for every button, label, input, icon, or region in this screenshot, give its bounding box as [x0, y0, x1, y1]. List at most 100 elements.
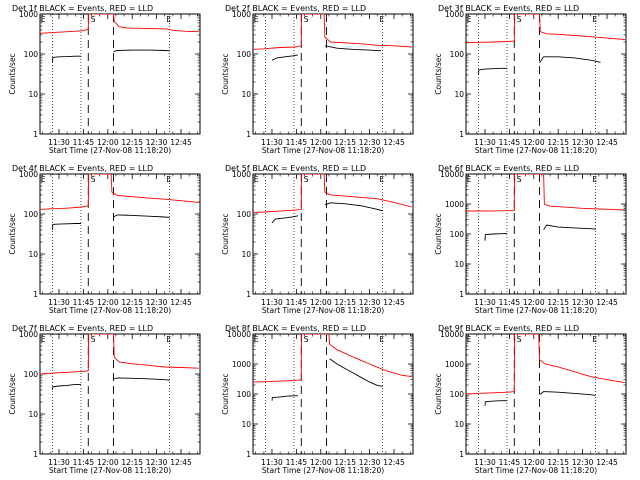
events-series-line-seg1 [113, 377, 170, 381]
plot-frame [252, 173, 414, 295]
y-tick-label: 10 [241, 250, 251, 259]
y-tick-label: 10 [241, 420, 251, 429]
y-tick-label: 100 [450, 390, 465, 399]
x-tick-label: 12:45 [383, 458, 405, 467]
y-tick-label: 10000 [227, 330, 251, 339]
x-tick-label: 12:00 [523, 298, 545, 307]
marker-S: S [304, 335, 309, 344]
y-tick-label: 10000 [440, 170, 464, 179]
marker-E-right: E [166, 335, 171, 344]
lld-series-line [40, 334, 199, 375]
x-axis-label: Start Time (27-Nov-08 11:18:20) [262, 306, 384, 315]
panel-det-6f: Det 6f BLACK = Events, RED = LLD 1 10 100 10… [434, 164, 627, 315]
marker-E-right: E [379, 335, 384, 344]
marker-E-right: E [166, 15, 171, 24]
y-tick-label: 1000 [232, 170, 251, 179]
y-axis-label: Counts/sec [434, 213, 443, 254]
y-tick-label: 1000 [445, 200, 464, 209]
y-axis-label: Counts/sec [8, 213, 17, 254]
x-tick-label: 12:45 [170, 458, 192, 467]
marker-E-right: E [166, 175, 171, 184]
y-tick-label: 1 [459, 450, 464, 459]
events-series-line-seg0 [484, 400, 507, 406]
events-series-line-seg0 [271, 54, 299, 61]
y-tick-label: 10 [454, 260, 464, 269]
y-tick-label: 100 [24, 50, 39, 59]
x-tick-label: 12:30 [572, 458, 594, 467]
panel-title: Det 3f BLACK = Events, RED = LLD [438, 4, 579, 13]
x-axis-label: Start Time (27-Nov-08 11:18:20) [475, 306, 597, 315]
y-tick-label: 10 [454, 420, 464, 429]
lld-series-line [253, 14, 412, 50]
x-tick-label: 12:00 [523, 138, 545, 147]
y-axis-label: Counts/sec [221, 53, 230, 94]
y-tick-label: 100 [450, 230, 465, 239]
events-series-line-seg0 [52, 383, 81, 390]
panel-title: Det 9f BLACK = Events, RED = LLD [438, 324, 579, 333]
x-tick-label: 12:15 [547, 298, 569, 307]
plot-frame [39, 13, 201, 135]
x-axis-label: Start Time (27-Nov-08 11:18:20) [49, 146, 171, 155]
y-tick-label: 10 [28, 410, 38, 419]
x-tick-label: 12:45 [383, 138, 405, 147]
y-tick-label: 100 [237, 50, 252, 59]
panel-title: Det 5f BLACK = Events, RED = LLD [225, 164, 366, 173]
x-tick-label: 12:15 [334, 458, 356, 467]
x-tick-label: 12:00 [523, 458, 545, 467]
x-tick-label: 11:45 [499, 298, 521, 307]
y-tick-label: 10 [454, 90, 464, 99]
lld-series-line [40, 174, 199, 210]
marker-E-left: E [254, 175, 259, 184]
x-tick-label: 12:00 [310, 298, 332, 307]
y-tick-label: 100 [237, 390, 252, 399]
plot-frame [39, 173, 201, 295]
x-tick-label: 12:45 [383, 298, 405, 307]
plot-frame [465, 13, 627, 135]
marker-S: S [304, 15, 309, 24]
panel-title: Det 6f BLACK = Events, RED = LLD [438, 164, 579, 173]
x-tick-label: 11:30 [48, 138, 70, 147]
lld-series-line [466, 174, 625, 212]
y-tick-label: 1 [459, 290, 464, 299]
y-axis-label: Counts/sec [221, 373, 230, 414]
x-tick-label: 12:15 [121, 138, 143, 147]
panel-det-2f: Det 2f BLACK = Events, RED = LLD 1 10 100 10… [221, 4, 414, 155]
lld-series-line [466, 334, 625, 395]
x-axis-label: Start Time (27-Nov-08 11:18:20) [475, 466, 597, 475]
y-tick-label: 10 [28, 90, 38, 99]
x-tick-label: 12:45 [170, 298, 192, 307]
y-tick-label: 1 [246, 450, 251, 459]
x-tick-label: 11:30 [261, 138, 283, 147]
x-tick-label: 11:45 [73, 458, 95, 467]
y-tick-label: 1 [33, 290, 38, 299]
x-tick-label: 12:30 [572, 138, 594, 147]
x-tick-label: 12:00 [97, 298, 119, 307]
x-tick-label: 11:30 [48, 458, 70, 467]
y-tick-label: 1000 [232, 10, 251, 19]
marker-E-right: E [379, 15, 384, 24]
y-axis-label: Counts/sec [221, 213, 230, 254]
x-tick-label: 12:00 [310, 138, 332, 147]
events-series-line-seg0 [52, 55, 81, 63]
y-tick-label: 100 [450, 50, 465, 59]
x-tick-label: 12:15 [547, 138, 569, 147]
marker-E-left: E [41, 335, 46, 344]
events-series-line-seg1 [539, 56, 601, 64]
y-tick-label: 1 [246, 290, 251, 299]
marker-S: S [91, 335, 96, 344]
x-tick-label: 11:45 [286, 298, 308, 307]
y-tick-label: 1000 [19, 330, 38, 339]
marker-E-right: E [379, 175, 384, 184]
marker-E-left: E [41, 15, 46, 24]
x-tick-label: 12:00 [97, 458, 119, 467]
y-tick-label: 1000 [445, 10, 464, 19]
events-series-line-seg1 [329, 358, 383, 387]
panel-det-9f: Det 9f BLACK = Events, RED = LLD 1 10 100 10… [434, 324, 627, 475]
events-series-line-seg0 [484, 233, 508, 241]
events-series-line-seg0 [52, 223, 81, 230]
y-tick-label: 10 [28, 250, 38, 259]
panel-det-8f: Det 8f BLACK = Events, RED = LLD 1 10 100 10… [221, 324, 414, 475]
panel-title: Det 7f BLACK = Events, RED = LLD [12, 324, 153, 333]
y-axis-label: Counts/sec [8, 373, 17, 414]
marker-S: S [517, 15, 522, 24]
